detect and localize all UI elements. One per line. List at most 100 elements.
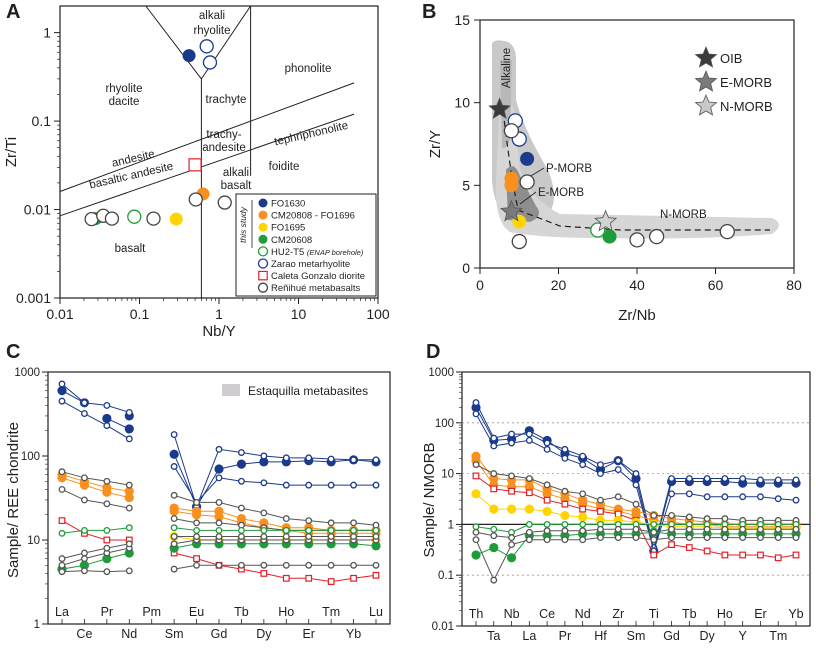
field-trachyandesite-2: andesite bbox=[202, 142, 245, 154]
field-basalt: basalt bbox=[115, 243, 146, 255]
series-point bbox=[650, 536, 658, 544]
series-point bbox=[214, 511, 224, 522]
legend-marker bbox=[257, 246, 269, 257]
series-point bbox=[489, 504, 499, 514]
data-point bbox=[719, 223, 735, 240]
series-point bbox=[124, 492, 134, 503]
data-point bbox=[127, 209, 142, 224]
category-label: Pr bbox=[101, 605, 114, 619]
series-point bbox=[650, 528, 658, 536]
panel-d-frame bbox=[461, 371, 811, 627]
series-point bbox=[472, 528, 480, 536]
series-point bbox=[756, 476, 764, 484]
legend-marker bbox=[258, 198, 268, 208]
series-point bbox=[305, 561, 313, 569]
series-point bbox=[721, 493, 729, 501]
series-point bbox=[305, 533, 313, 540]
panel-d-series bbox=[471, 399, 801, 584]
series-point bbox=[703, 547, 711, 555]
field-alkali-rhyolite-1: alkali bbox=[199, 10, 225, 22]
series-point bbox=[214, 464, 224, 474]
series-line bbox=[61, 474, 130, 492]
series-point bbox=[472, 461, 480, 469]
series-point bbox=[543, 536, 551, 544]
series-point bbox=[525, 528, 533, 536]
series-line bbox=[174, 527, 376, 531]
series-point bbox=[170, 515, 178, 523]
series-point bbox=[490, 434, 498, 442]
series-point bbox=[721, 525, 729, 533]
series-point bbox=[490, 525, 498, 533]
series-point bbox=[170, 524, 178, 532]
series-point bbox=[525, 520, 533, 528]
series-point bbox=[58, 568, 66, 576]
category-label: Pr bbox=[559, 629, 572, 643]
category-label: Gd bbox=[211, 627, 228, 641]
series-point bbox=[543, 439, 551, 447]
category-label: Th bbox=[469, 607, 484, 621]
series-point bbox=[685, 475, 693, 482]
category-label: Ta bbox=[487, 629, 500, 643]
series-line bbox=[174, 543, 377, 549]
legend-label: N-MORB bbox=[720, 99, 773, 114]
legend-label: CM20808 - FO1696 bbox=[271, 211, 355, 222]
category-label: La bbox=[55, 605, 69, 619]
series-line bbox=[173, 552, 377, 583]
reference-star bbox=[499, 199, 523, 222]
series-point bbox=[350, 561, 358, 569]
series-point bbox=[774, 534, 782, 542]
panel-b-points bbox=[488, 97, 735, 250]
panel-b-ticks: 0 20 40 60 80 0 5 10 15 bbox=[454, 12, 802, 293]
field-tephriphonolite: tephriphonolite bbox=[273, 120, 349, 149]
series-point bbox=[58, 468, 66, 476]
data-point bbox=[504, 178, 519, 193]
series-line bbox=[61, 543, 130, 560]
legend-label: FO1630 bbox=[271, 199, 305, 210]
y-tick-label: 0.01 bbox=[432, 621, 454, 633]
series-point bbox=[472, 410, 480, 418]
series-line bbox=[173, 434, 376, 509]
series-line bbox=[61, 527, 130, 534]
series-point bbox=[756, 534, 764, 542]
series-point bbox=[685, 513, 693, 521]
series-point bbox=[58, 529, 66, 537]
panel-d: D 0.010.11101001000ThTaNbLaCePrNdHfZrSmT… bbox=[421, 341, 811, 643]
series-point bbox=[215, 445, 223, 453]
x-tick-label: 0.01 bbox=[46, 306, 73, 322]
series-point bbox=[305, 517, 313, 525]
field-trachyandesite-1: trachy- bbox=[206, 129, 241, 141]
series-point bbox=[721, 475, 729, 482]
series-point bbox=[542, 489, 552, 499]
data-point bbox=[146, 211, 161, 226]
series-point bbox=[543, 527, 551, 535]
x-tick-label: 0 bbox=[476, 277, 484, 293]
series-point bbox=[80, 474, 88, 482]
series-point bbox=[372, 561, 380, 569]
series-point bbox=[58, 485, 66, 493]
mantle-trend-line bbox=[502, 110, 770, 231]
series-point bbox=[372, 571, 380, 579]
series-point bbox=[739, 551, 747, 559]
series-point bbox=[215, 526, 223, 534]
series-point bbox=[79, 560, 90, 570]
series-point bbox=[58, 380, 66, 388]
series-point bbox=[260, 526, 268, 534]
panel-c-y-label: Sample/ REE chondrite bbox=[5, 422, 22, 578]
panel-c-frame bbox=[47, 371, 391, 625]
series-point bbox=[260, 452, 268, 460]
series-point bbox=[506, 553, 517, 563]
series-point bbox=[215, 519, 223, 527]
category-label: Nd bbox=[575, 607, 591, 621]
legend-marker bbox=[257, 258, 269, 269]
category-label: Tb bbox=[682, 607, 697, 621]
series-point bbox=[260, 509, 268, 517]
panel-d-y-label: Sample/ NMORB bbox=[421, 442, 438, 557]
series-point bbox=[490, 576, 498, 584]
data-point bbox=[520, 151, 535, 166]
panel-a-points bbox=[84, 39, 232, 227]
series-point bbox=[614, 466, 622, 474]
category-label: Tb bbox=[234, 605, 249, 619]
series-point bbox=[327, 519, 335, 527]
